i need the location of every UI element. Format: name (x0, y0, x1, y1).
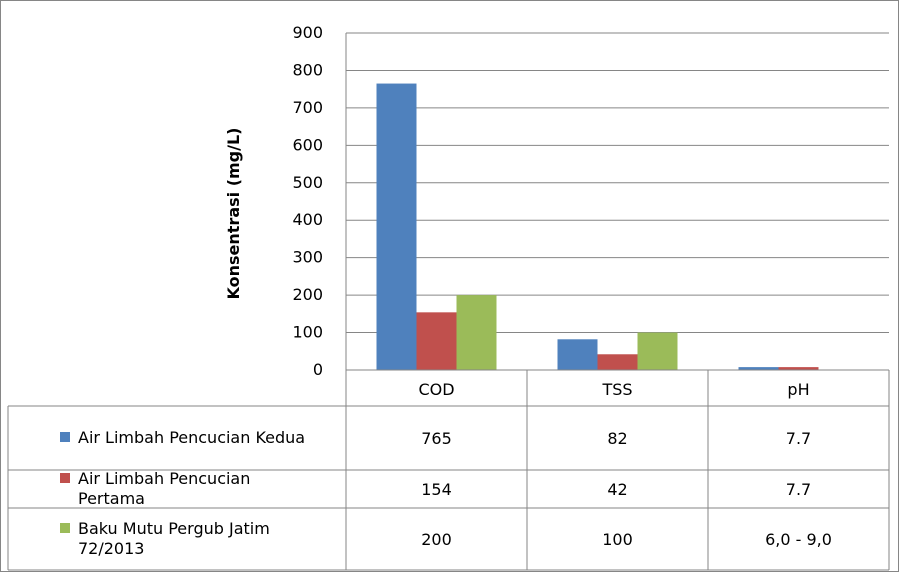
bar (637, 332, 678, 370)
y-tick-label: 0 (313, 360, 323, 379)
legend-label: Pertama (78, 489, 145, 508)
y-tick-label: 400 (292, 210, 323, 229)
legend-key (60, 432, 70, 442)
y-axis-title: Konsentrasi (mg/L) (224, 128, 243, 300)
legend-label: Air Limbah Pencucian (78, 469, 250, 488)
category-label: TSS (601, 380, 632, 399)
table-value: 154 (421, 480, 452, 499)
table-value: 765 (421, 429, 452, 448)
bar (456, 295, 497, 370)
legend-key (60, 473, 70, 483)
table-value: 42 (607, 480, 627, 499)
table-value: 100 (602, 530, 633, 549)
legend-key (60, 523, 70, 533)
y-tick-label: 800 (292, 60, 323, 79)
legend-label: 72/2013 (78, 539, 144, 558)
y-tick-label: 100 (292, 323, 323, 342)
bar (778, 367, 819, 370)
y-tick-label: 300 (292, 248, 323, 267)
y-tick-label: 700 (292, 98, 323, 117)
table-value: 7.7 (786, 429, 811, 448)
y-tick-label: 500 (292, 173, 323, 192)
y-tick-label: 200 (292, 285, 323, 304)
bar (738, 367, 779, 370)
table-value: 82 (607, 429, 627, 448)
bar (557, 339, 598, 370)
category-label: pH (787, 380, 809, 399)
legend-label: Air Limbah Pencucian Kedua (78, 428, 305, 447)
bar (376, 83, 417, 371)
table-value: 7.7 (786, 480, 811, 499)
category-label: COD (418, 380, 454, 399)
y-tick-label: 900 (292, 23, 323, 42)
table-value: 200 (421, 530, 452, 549)
bar (416, 312, 457, 370)
y-tick-label: 600 (292, 135, 323, 154)
legend-label: Baku Mutu Pergub Jatim (78, 519, 270, 538)
table-value: 6,0 - 9,0 (765, 530, 832, 549)
bar (597, 354, 638, 370)
